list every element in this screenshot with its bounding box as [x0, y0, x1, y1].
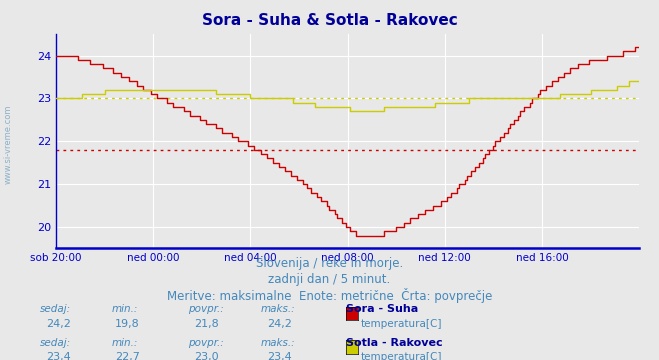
Text: Meritve: maksimalne  Enote: metrične  Črta: povprečje: Meritve: maksimalne Enote: metrične Črta…: [167, 288, 492, 303]
Text: povpr.:: povpr.:: [188, 338, 223, 348]
Text: 23,4: 23,4: [46, 352, 71, 360]
Text: Sora - Suha & Sotla - Rakovec: Sora - Suha & Sotla - Rakovec: [202, 13, 457, 28]
Text: min.:: min.:: [112, 338, 138, 348]
Text: 23,0: 23,0: [194, 352, 219, 360]
Text: 19,8: 19,8: [115, 319, 140, 329]
Text: 23,4: 23,4: [267, 352, 292, 360]
Text: temperatura[C]: temperatura[C]: [361, 352, 443, 360]
Text: Sora - Suha: Sora - Suha: [346, 304, 418, 314]
Text: Slovenija / reke in morje.: Slovenija / reke in morje.: [256, 257, 403, 270]
Text: 24,2: 24,2: [267, 319, 292, 329]
Text: www.si-vreme.com: www.si-vreme.com: [4, 104, 13, 184]
Text: temperatura[C]: temperatura[C]: [361, 319, 443, 329]
Text: zadnji dan / 5 minut.: zadnji dan / 5 minut.: [268, 273, 391, 285]
Text: min.:: min.:: [112, 304, 138, 314]
Text: Sotla - Rakovec: Sotla - Rakovec: [346, 338, 443, 348]
Text: 24,2: 24,2: [46, 319, 71, 329]
Text: sedaj:: sedaj:: [40, 304, 71, 314]
Text: sedaj:: sedaj:: [40, 338, 71, 348]
Text: maks.:: maks.:: [260, 304, 295, 314]
Text: maks.:: maks.:: [260, 338, 295, 348]
Text: 21,8: 21,8: [194, 319, 219, 329]
Text: 22,7: 22,7: [115, 352, 140, 360]
Text: povpr.:: povpr.:: [188, 304, 223, 314]
